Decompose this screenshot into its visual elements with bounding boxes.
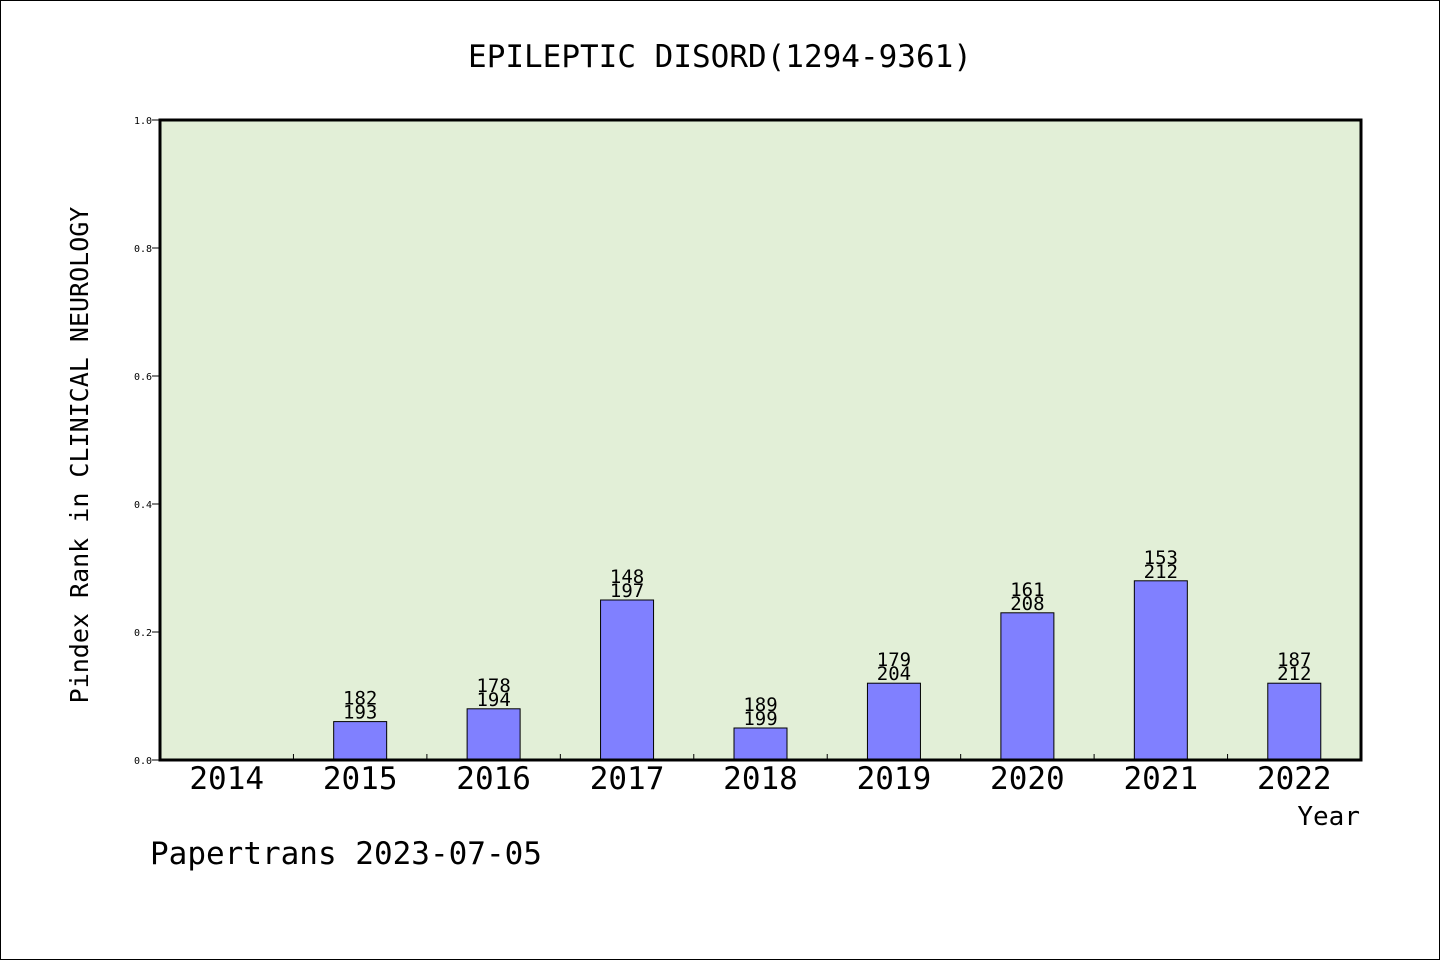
- bar-2019: [866, 682, 921, 761]
- x-tick-label: 2017: [590, 761, 665, 797]
- x-axis-ticks: 2014 2015 2016 2017 2018 2019 2020 2021 2022: [189, 754, 1332, 797]
- x-tick-label: 2018: [723, 761, 798, 797]
- bar-label-lower: 208: [1010, 593, 1044, 615]
- bar-label-upper: 187: [1277, 649, 1311, 671]
- bar-2016: [466, 708, 521, 761]
- bar-2021: [1133, 580, 1188, 761]
- bar-label-lower: 204: [877, 663, 911, 685]
- x-tick-label: 2019: [857, 761, 932, 797]
- bar-label-upper: 189: [743, 694, 777, 716]
- x-tick-label: 2015: [323, 761, 398, 797]
- bar-label-upper: 182: [343, 688, 377, 710]
- bar-label-lower: 199: [743, 708, 777, 730]
- bar-label-lower: 212: [1144, 561, 1178, 583]
- bar-label-lower: 194: [476, 689, 510, 711]
- bar-2018: [733, 727, 788, 761]
- y-tick-label: 0.4: [134, 500, 152, 511]
- bar-label-upper: 153: [1144, 547, 1178, 569]
- y-tick-label: 0.6: [134, 372, 152, 383]
- bar-2017: [600, 599, 655, 761]
- bar-2022: [1267, 682, 1322, 761]
- x-tick-label: 2021: [1124, 761, 1199, 797]
- y-tick-label: 0.2: [134, 628, 152, 639]
- bar-label-upper: 179: [877, 649, 911, 671]
- bar-label-upper: 178: [476, 675, 510, 697]
- x-tick-label: 2016: [456, 761, 531, 797]
- y-axis-ticks: 0.0 0.2 0.4 0.6 0.8 1.0: [134, 116, 160, 767]
- bar-labels-group: 1821931781941481971891991792041612081532…: [343, 547, 1311, 730]
- y-tick-label: 0.0: [134, 756, 152, 767]
- bar-2015: [333, 721, 388, 761]
- y-tick-label: 1.0: [134, 116, 152, 127]
- x-tick-label: 2020: [990, 761, 1065, 797]
- bars-group: [333, 580, 1322, 761]
- plot-border: [158, 118, 1363, 762]
- y-axis-label: Pindex Rank in CLINICAL NEUROLOGY: [65, 207, 94, 704]
- x-axis-label: Year: [1297, 802, 1360, 832]
- bar-label-lower: 212: [1277, 663, 1311, 685]
- bar-label-lower: 197: [610, 580, 644, 602]
- y-tick-label: 0.8: [134, 244, 152, 255]
- footer-credit: Papertrans 2023-07-05: [150, 836, 542, 872]
- x-tick-label: 2022: [1257, 761, 1332, 797]
- bar-label-lower: 193: [343, 702, 377, 724]
- bar-label-upper: 148: [610, 566, 644, 588]
- bar-label-upper: 161: [1010, 579, 1044, 601]
- chart-title: EPILEPTIC DISORD(1294-9361): [468, 39, 972, 75]
- x-tick-label: 2014: [189, 761, 264, 797]
- bar-2020: [1000, 612, 1055, 761]
